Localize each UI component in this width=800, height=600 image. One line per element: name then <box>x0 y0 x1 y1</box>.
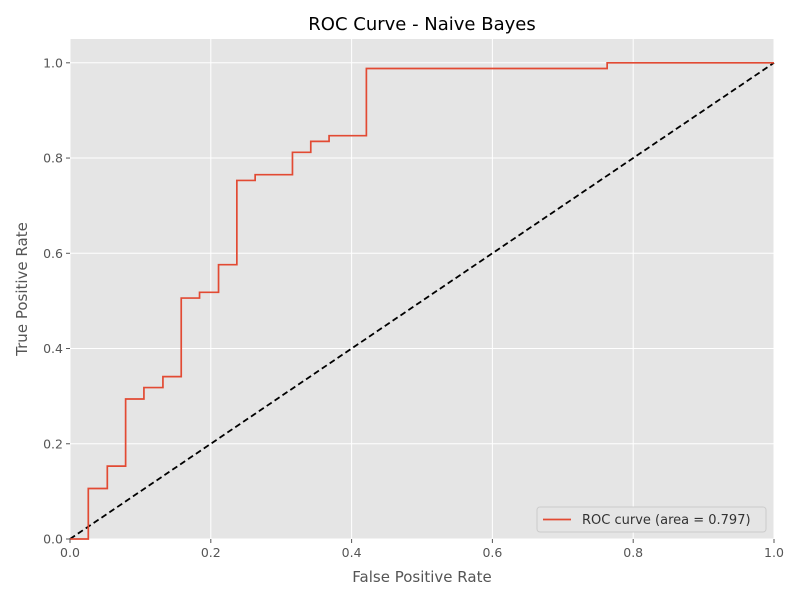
y-axis-label: True Positive Rate <box>13 222 31 357</box>
y-tick-label: 0.4 <box>43 341 63 356</box>
legend: ROC curve (area = 0.797) <box>536 506 767 533</box>
x-tick-label: 1.0 <box>764 545 784 560</box>
y-tick-label: 0.8 <box>43 151 63 166</box>
random-classifier-diagonal <box>69 62 775 540</box>
x-tick-label: 0.6 <box>482 545 502 560</box>
x-tick-label: 0.8 <box>623 545 643 560</box>
axis-ticks: 0.0 0.2 0.4 0.6 0.8 1.0 0.0 0.2 0.4 0.6 0.8 1.0 <box>43 55 784 560</box>
legend-box <box>536 506 767 533</box>
x-tick-label: 0.0 <box>60 545 80 560</box>
y-tick-label: 0.6 <box>43 246 63 261</box>
series-layer <box>69 61 775 540</box>
y-tick-label: 1.0 <box>43 55 63 70</box>
legend-label-roc: ROC curve (area = 0.797) <box>582 513 751 528</box>
x-tick-label: 0.2 <box>201 545 221 560</box>
plot-background <box>70 39 774 539</box>
y-tick-label: 0.2 <box>43 436 63 451</box>
roc-curve-line <box>70 61 774 540</box>
chart-title: ROC Curve - Naive Bayes <box>308 14 535 35</box>
x-tick-label: 0.4 <box>342 545 362 560</box>
x-axis-label: False Positive Rate <box>352 568 491 586</box>
grid-lines <box>69 39 775 540</box>
y-tick-label: 0.0 <box>43 532 63 547</box>
